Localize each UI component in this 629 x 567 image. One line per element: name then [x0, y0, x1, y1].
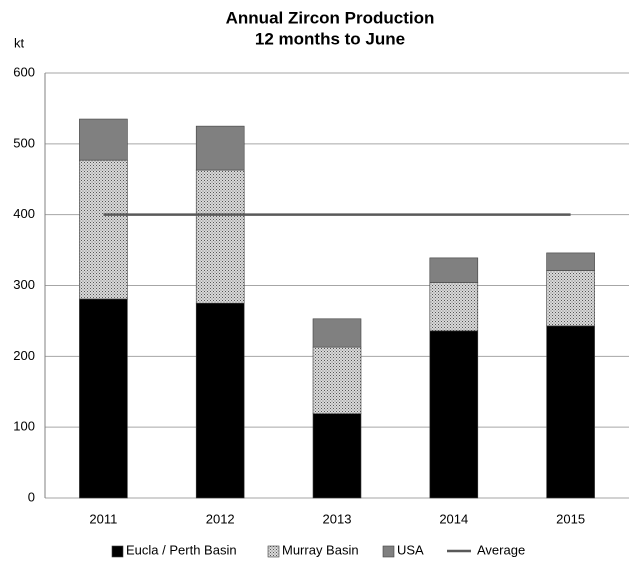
bar-segment: [546, 270, 595, 327]
bar-segment: [79, 118, 128, 161]
y-tick-label: 400: [13, 206, 35, 221]
bar-segment: [195, 302, 245, 499]
x-tick-label: 2014: [439, 511, 468, 526]
legend-label: Average: [477, 542, 525, 557]
bar-segment: [195, 169, 245, 304]
bar-segment: [546, 252, 595, 271]
legend-label: Eucla / Perth Basin: [126, 542, 237, 557]
chart-title: 12 months to June: [255, 29, 405, 48]
bar-segment: [429, 282, 479, 332]
legend-swatch: [382, 545, 395, 558]
y-tick-label: 300: [13, 277, 35, 292]
x-tick-label: 2013: [323, 511, 352, 526]
x-tick-label: 2012: [206, 511, 235, 526]
bar-segment: [429, 330, 479, 499]
y-tick-label: 100: [13, 419, 35, 434]
x-tick-label: 2011: [89, 511, 117, 526]
legend-label: Murray Basin: [282, 542, 359, 557]
bar-segment: [312, 346, 362, 415]
bar-segment: [79, 298, 128, 499]
bar-segment: [429, 257, 479, 283]
bar-segment: [546, 325, 595, 499]
y-tick-label: 600: [13, 64, 35, 79]
bar-segment: [312, 318, 362, 348]
bar-segment: [312, 413, 362, 499]
bar-segment: [79, 159, 128, 300]
legend-swatch: [111, 545, 124, 558]
y-tick-label: 0: [28, 489, 35, 504]
legend-swatch: [267, 545, 280, 558]
chart-title: Annual Zircon Production: [226, 8, 435, 27]
bar-segment: [195, 125, 245, 171]
y-tick-label: 200: [13, 348, 35, 363]
legend-label: USA: [397, 542, 424, 557]
y-tick-label: 500: [13, 135, 35, 150]
x-tick-label: 2015: [556, 511, 585, 526]
y-axis-label: kt: [14, 35, 25, 50]
